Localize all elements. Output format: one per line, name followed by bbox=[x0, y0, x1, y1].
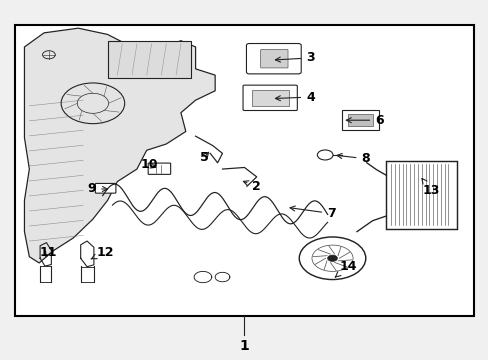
Text: 12: 12 bbox=[91, 246, 114, 259]
FancyBboxPatch shape bbox=[15, 25, 473, 316]
Text: 9: 9 bbox=[87, 182, 107, 195]
Text: 14: 14 bbox=[334, 260, 356, 277]
Circle shape bbox=[327, 255, 337, 261]
Text: 5: 5 bbox=[200, 150, 208, 164]
Text: 3: 3 bbox=[275, 51, 314, 64]
Polygon shape bbox=[24, 28, 215, 263]
Text: 4: 4 bbox=[275, 91, 314, 104]
Text: 1: 1 bbox=[239, 339, 249, 353]
Text: 8: 8 bbox=[336, 152, 369, 165]
FancyBboxPatch shape bbox=[107, 41, 190, 78]
Text: 13: 13 bbox=[421, 179, 439, 197]
FancyBboxPatch shape bbox=[246, 44, 301, 74]
FancyBboxPatch shape bbox=[148, 163, 170, 174]
FancyBboxPatch shape bbox=[95, 184, 116, 193]
FancyBboxPatch shape bbox=[251, 90, 288, 106]
FancyBboxPatch shape bbox=[347, 114, 372, 126]
FancyBboxPatch shape bbox=[341, 110, 379, 130]
FancyBboxPatch shape bbox=[243, 85, 297, 111]
FancyBboxPatch shape bbox=[260, 49, 287, 68]
FancyBboxPatch shape bbox=[386, 161, 456, 229]
Text: 11: 11 bbox=[39, 246, 57, 258]
Text: 6: 6 bbox=[346, 114, 383, 127]
Text: 7: 7 bbox=[289, 206, 335, 220]
Text: 10: 10 bbox=[140, 158, 158, 171]
Text: 2: 2 bbox=[243, 180, 261, 193]
